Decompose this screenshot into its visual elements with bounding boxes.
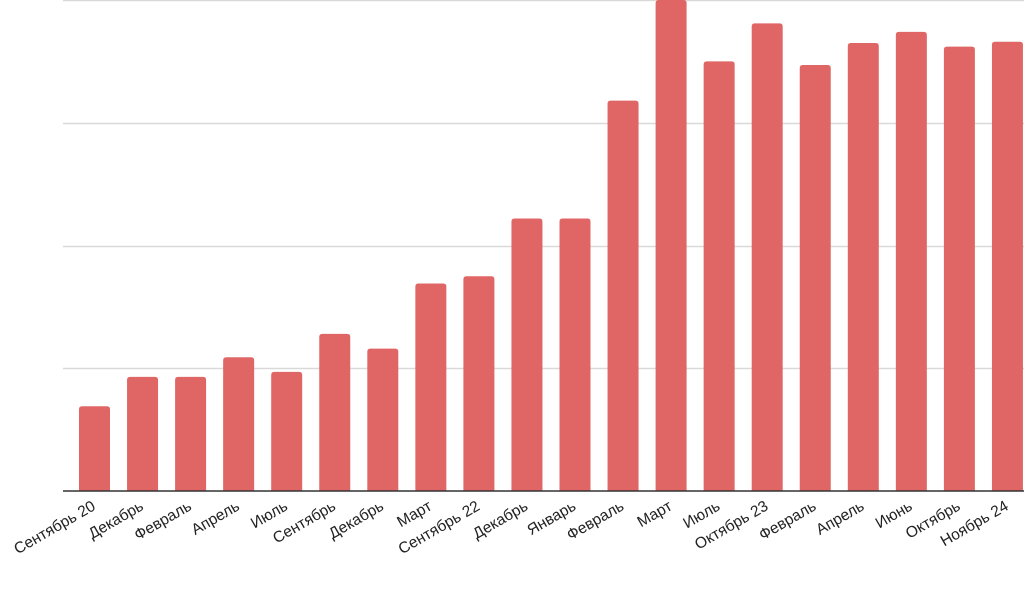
x-tick-label-6: Декабрь — [326, 498, 387, 543]
gridlines — [63, 0, 1024, 370]
bar-1 — [127, 376, 159, 491]
bar-12 — [655, 0, 687, 491]
bar-3 — [223, 357, 255, 491]
bar-6 — [367, 348, 399, 491]
bar-19 — [991, 41, 1023, 492]
bar-0 — [79, 406, 110, 491]
bar-14 — [751, 23, 783, 491]
x-tick-label-16: Апрель — [813, 498, 867, 539]
bar-7 — [415, 283, 447, 491]
bar-5 — [319, 333, 351, 491]
bar-11 — [607, 100, 639, 491]
bar-17 — [895, 31, 927, 491]
bar-9 — [511, 218, 543, 491]
bar-10 — [559, 218, 591, 491]
bar-15 — [799, 65, 831, 492]
x-tick-label-12: Март — [634, 498, 675, 531]
bar-18 — [943, 46, 975, 492]
bar-8 — [463, 276, 495, 491]
x-tick-label-3: Апрель — [189, 498, 243, 539]
bar-2 — [175, 376, 207, 491]
bar-4 — [271, 371, 303, 491]
bar-13 — [703, 61, 735, 491]
x-tick-label-9: Декабрь — [470, 498, 531, 543]
bar-16 — [847, 42, 879, 492]
bars — [79, 0, 1023, 492]
